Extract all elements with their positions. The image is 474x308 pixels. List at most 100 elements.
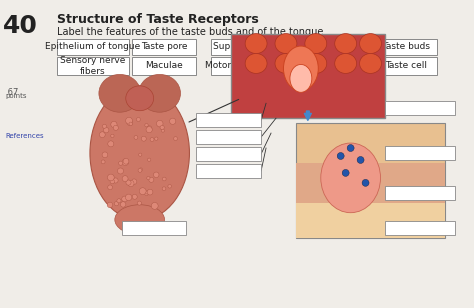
Text: Taste hair: Taste hair bbox=[305, 62, 348, 71]
Ellipse shape bbox=[321, 143, 381, 213]
FancyBboxPatch shape bbox=[211, 38, 283, 55]
FancyBboxPatch shape bbox=[57, 58, 129, 75]
Circle shape bbox=[127, 120, 133, 126]
Text: Structure of Taste Receptors: Structure of Taste Receptors bbox=[57, 13, 259, 26]
Text: Motor nerve fibers: Motor nerve fibers bbox=[205, 62, 289, 71]
Circle shape bbox=[156, 120, 163, 127]
Text: Epithelium of tongue: Epithelium of tongue bbox=[46, 42, 141, 51]
FancyBboxPatch shape bbox=[296, 58, 357, 75]
FancyBboxPatch shape bbox=[296, 123, 445, 237]
Circle shape bbox=[134, 136, 138, 139]
Circle shape bbox=[137, 117, 140, 121]
Circle shape bbox=[111, 121, 117, 128]
Circle shape bbox=[131, 179, 137, 184]
Circle shape bbox=[108, 185, 112, 190]
Circle shape bbox=[122, 159, 128, 165]
Ellipse shape bbox=[139, 75, 181, 112]
Ellipse shape bbox=[99, 75, 141, 112]
Ellipse shape bbox=[245, 34, 267, 54]
FancyBboxPatch shape bbox=[385, 146, 455, 160]
Ellipse shape bbox=[90, 86, 190, 220]
Circle shape bbox=[173, 137, 177, 140]
Text: Sensory nerve
fibers: Sensory nerve fibers bbox=[60, 56, 126, 76]
Circle shape bbox=[149, 177, 154, 182]
Ellipse shape bbox=[335, 34, 356, 54]
FancyBboxPatch shape bbox=[375, 38, 437, 55]
FancyBboxPatch shape bbox=[196, 164, 261, 178]
Circle shape bbox=[113, 178, 118, 183]
Circle shape bbox=[101, 160, 105, 164]
Circle shape bbox=[108, 174, 114, 181]
FancyBboxPatch shape bbox=[385, 101, 455, 115]
Ellipse shape bbox=[335, 54, 356, 73]
Ellipse shape bbox=[245, 54, 267, 73]
Ellipse shape bbox=[290, 64, 312, 92]
FancyBboxPatch shape bbox=[132, 58, 196, 75]
FancyBboxPatch shape bbox=[296, 203, 445, 237]
Circle shape bbox=[139, 168, 143, 171]
Ellipse shape bbox=[360, 34, 382, 54]
Circle shape bbox=[107, 202, 113, 208]
Circle shape bbox=[347, 144, 354, 152]
Circle shape bbox=[342, 169, 349, 176]
Circle shape bbox=[150, 138, 154, 141]
Circle shape bbox=[123, 158, 129, 164]
Circle shape bbox=[126, 194, 132, 201]
Circle shape bbox=[147, 189, 153, 195]
Circle shape bbox=[145, 124, 148, 127]
Circle shape bbox=[162, 187, 166, 191]
Circle shape bbox=[146, 191, 149, 194]
Circle shape bbox=[122, 196, 128, 202]
Circle shape bbox=[162, 129, 164, 132]
Circle shape bbox=[154, 172, 159, 177]
FancyBboxPatch shape bbox=[385, 221, 455, 235]
Circle shape bbox=[102, 124, 107, 128]
FancyBboxPatch shape bbox=[231, 34, 385, 118]
FancyBboxPatch shape bbox=[196, 113, 261, 127]
Circle shape bbox=[160, 125, 164, 130]
Circle shape bbox=[146, 127, 152, 133]
FancyBboxPatch shape bbox=[196, 147, 261, 161]
Circle shape bbox=[126, 117, 132, 124]
Circle shape bbox=[138, 168, 142, 172]
Ellipse shape bbox=[275, 34, 297, 54]
Ellipse shape bbox=[115, 205, 164, 235]
Circle shape bbox=[141, 136, 146, 141]
Circle shape bbox=[137, 201, 141, 205]
Circle shape bbox=[139, 153, 142, 156]
Circle shape bbox=[132, 194, 137, 199]
FancyBboxPatch shape bbox=[57, 38, 129, 55]
Circle shape bbox=[117, 199, 121, 203]
Text: Supporting cell: Supporting cell bbox=[213, 42, 282, 51]
Ellipse shape bbox=[275, 54, 297, 73]
Circle shape bbox=[337, 152, 344, 160]
FancyBboxPatch shape bbox=[296, 38, 357, 55]
Text: 40: 40 bbox=[3, 14, 38, 38]
Circle shape bbox=[118, 168, 124, 174]
Text: Label the features of the taste buds and of the tongue.: Label the features of the taste buds and… bbox=[57, 27, 327, 37]
Text: References: References bbox=[5, 133, 44, 139]
Circle shape bbox=[170, 118, 176, 124]
Circle shape bbox=[110, 179, 115, 184]
Ellipse shape bbox=[360, 54, 382, 73]
Text: Papillae: Papillae bbox=[309, 42, 345, 51]
Ellipse shape bbox=[305, 54, 327, 73]
Text: Taste cell: Taste cell bbox=[385, 62, 428, 71]
Circle shape bbox=[168, 184, 172, 188]
Circle shape bbox=[120, 202, 126, 207]
Circle shape bbox=[147, 176, 150, 180]
Text: Maculae: Maculae bbox=[145, 62, 183, 71]
Circle shape bbox=[139, 188, 146, 195]
FancyBboxPatch shape bbox=[122, 221, 186, 235]
Circle shape bbox=[357, 156, 364, 164]
Circle shape bbox=[128, 180, 134, 187]
Text: Taste buds: Taste buds bbox=[383, 42, 430, 51]
Circle shape bbox=[145, 192, 148, 196]
Ellipse shape bbox=[126, 86, 154, 111]
Circle shape bbox=[129, 122, 133, 126]
Circle shape bbox=[100, 132, 105, 138]
FancyBboxPatch shape bbox=[196, 130, 261, 144]
Circle shape bbox=[111, 134, 114, 138]
Circle shape bbox=[151, 202, 158, 209]
Circle shape bbox=[147, 126, 152, 131]
